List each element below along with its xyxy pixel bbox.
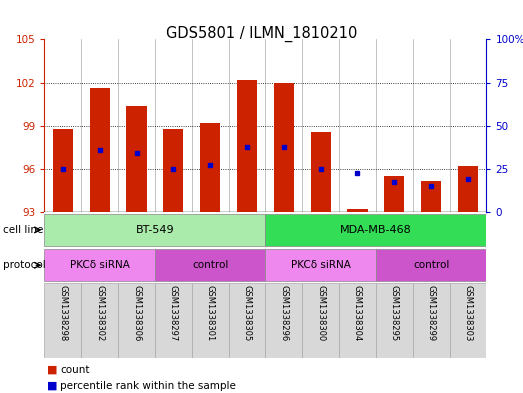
- Text: GSM1338299: GSM1338299: [427, 285, 436, 342]
- Bar: [450, 283, 486, 358]
- Text: percentile rank within the sample: percentile rank within the sample: [60, 381, 236, 391]
- Text: GSM1338300: GSM1338300: [316, 285, 325, 342]
- Text: BT-549: BT-549: [135, 225, 174, 235]
- Text: protocol: protocol: [3, 260, 46, 270]
- Bar: [81, 283, 118, 358]
- Bar: [44, 283, 81, 358]
- Text: GSM1338303: GSM1338303: [463, 285, 472, 342]
- Text: GSM1338304: GSM1338304: [353, 285, 362, 342]
- Bar: [44, 214, 266, 246]
- Text: PKCδ siRNA: PKCδ siRNA: [291, 260, 350, 270]
- Text: GSM1338295: GSM1338295: [390, 285, 399, 342]
- Bar: [229, 283, 266, 358]
- Text: ■: ■: [47, 365, 58, 375]
- Bar: [458, 166, 478, 212]
- Bar: [376, 249, 486, 281]
- Bar: [118, 283, 155, 358]
- Text: GSM1338305: GSM1338305: [243, 285, 252, 342]
- Bar: [192, 283, 229, 358]
- Bar: [266, 249, 376, 281]
- Bar: [44, 249, 155, 281]
- Bar: [127, 106, 146, 212]
- Bar: [421, 180, 441, 212]
- Bar: [163, 129, 184, 212]
- Text: GSM1338302: GSM1338302: [95, 285, 104, 342]
- Bar: [53, 129, 73, 212]
- Bar: [347, 209, 368, 212]
- Bar: [311, 132, 331, 212]
- Bar: [274, 83, 294, 212]
- Text: GDS5801 / ILMN_1810210: GDS5801 / ILMN_1810210: [166, 26, 357, 42]
- Bar: [89, 88, 110, 212]
- Bar: [384, 176, 404, 212]
- Text: ■: ■: [47, 381, 58, 391]
- Bar: [237, 80, 257, 212]
- Bar: [302, 283, 339, 358]
- Bar: [339, 283, 376, 358]
- Bar: [376, 283, 413, 358]
- Text: GSM1338296: GSM1338296: [279, 285, 288, 342]
- Text: GSM1338306: GSM1338306: [132, 285, 141, 342]
- Text: control: control: [192, 260, 229, 270]
- Text: control: control: [413, 260, 449, 270]
- Bar: [413, 283, 450, 358]
- Bar: [155, 249, 266, 281]
- Text: GSM1338298: GSM1338298: [59, 285, 67, 342]
- Bar: [200, 123, 220, 212]
- Text: cell line: cell line: [3, 225, 43, 235]
- Text: count: count: [60, 365, 89, 375]
- Text: GSM1338301: GSM1338301: [206, 285, 214, 342]
- Bar: [266, 283, 302, 358]
- Bar: [155, 283, 192, 358]
- Text: GSM1338297: GSM1338297: [169, 285, 178, 342]
- Text: MDA-MB-468: MDA-MB-468: [340, 225, 412, 235]
- Bar: [266, 214, 486, 246]
- Text: PKCδ siRNA: PKCδ siRNA: [70, 260, 130, 270]
